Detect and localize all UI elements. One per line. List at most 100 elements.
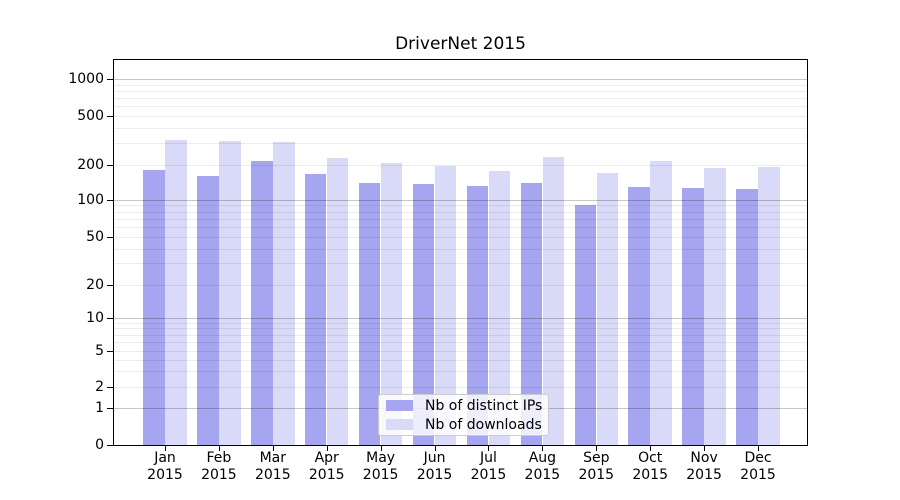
gridline-minor-900: [114, 84, 807, 86]
x-tick-label-oct: Oct 2015: [618, 450, 682, 484]
legend-label-downloads: Nb of downloads: [425, 416, 542, 433]
bar-downloads-dec: [758, 167, 780, 445]
x-tick-mar: [272, 446, 274, 451]
legend-swatch-downloads: [386, 419, 413, 430]
x-tick-label-nov: Nov 2015: [672, 450, 736, 484]
y-tick-label-0: 0: [95, 436, 104, 453]
x-tick-year-dec: 2015: [740, 467, 776, 483]
x-tick-label-apr: Apr 2015: [295, 450, 359, 484]
x-tick-year-jun: 2015: [416, 467, 453, 483]
x-tick-month-feb: Feb: [206, 450, 232, 466]
x-tick-month-aug: Aug: [528, 450, 557, 466]
x-tick-month-jul: Jul: [480, 450, 497, 466]
bar-ips-apr: [304, 174, 327, 445]
x-tick-month-jan: Jan: [154, 450, 176, 466]
gridline-minor-400: [114, 127, 807, 129]
x-tick-year-jul: 2015: [470, 467, 507, 483]
gridline-minor-700: [114, 98, 807, 100]
bar-ips-jun: [412, 183, 435, 445]
x-tick-year-jan: 2015: [147, 467, 183, 483]
x-tick-label-feb: Feb 2015: [187, 450, 251, 484]
bar-downloads-feb: [219, 141, 241, 445]
bar-ips-sep: [574, 205, 597, 445]
x-tick-jan: [165, 446, 166, 451]
y-tick-label-1000: 1000: [68, 71, 104, 87]
legend-swatch-distinct-ips: [386, 400, 413, 411]
y-tick-100: [107, 199, 113, 201]
x-tick-nov: [704, 446, 706, 451]
x-tick-year-mar: 2015: [254, 467, 291, 483]
x-tick-label-sep: Sep 2015: [564, 450, 628, 484]
bar-downloads-may: [380, 163, 403, 445]
plot-area: [113, 59, 808, 446]
x-tick-month-oct: Oct: [638, 450, 663, 466]
gridline-minor-800: [114, 90, 807, 92]
x-tick-label-dec: Dec 2015: [726, 450, 790, 484]
x-tick-year-feb: 2015: [201, 467, 237, 483]
x-tick-jun: [434, 446, 436, 451]
y-tick-label-200: 200: [77, 156, 104, 173]
x-tick-label-mar: Mar 2015: [241, 450, 305, 484]
x-tick-year-sep: 2015: [578, 467, 615, 483]
x-tick-year-aug: 2015: [524, 467, 561, 483]
legend-item-distinct-ips: Nb of distinct IPs: [386, 398, 542, 414]
x-tick-jul: [488, 446, 490, 451]
x-tick-month-dec: Dec: [744, 450, 772, 466]
y-tick-10: [107, 317, 113, 319]
x-tick-label-aug: Aug 2015: [510, 450, 574, 484]
gridline-minor-500: [114, 116, 807, 117]
x-tick-month-may: May: [366, 450, 396, 466]
bar-downloads-jun: [434, 165, 457, 445]
x-tick-may: [380, 446, 382, 451]
x-tick-year-may: 2015: [362, 467, 399, 483]
y-tick-2: [107, 387, 113, 388]
x-tick-year-nov: 2015: [686, 467, 722, 483]
y-tick-label-100: 100: [77, 191, 104, 208]
x-tick-month-sep: Sep: [583, 450, 610, 466]
x-tick-month-jun: Jun: [423, 450, 446, 466]
bar-downloads-mar: [273, 142, 295, 445]
gridline-major-1000: [114, 79, 807, 80]
gridline-minor-300: [114, 143, 807, 145]
x-tick-year-apr: 2015: [308, 467, 345, 483]
x-tick-sep: [596, 446, 598, 451]
y-tick-1000: [107, 79, 113, 80]
gridline-minor-600: [114, 106, 807, 108]
x-tick-label-may: May 2015: [349, 450, 413, 484]
bar-ips-jan: [143, 169, 165, 445]
y-tick-500: [107, 116, 113, 117]
y-tick-50: [107, 237, 113, 238]
bar-ips-feb: [197, 175, 219, 445]
bar-downloads-jul: [488, 171, 511, 445]
legend: Nb of distinct IPs Nb of downloads: [378, 394, 549, 436]
y-tick-label-5: 5: [95, 343, 104, 359]
x-tick-year-oct: 2015: [632, 467, 668, 483]
bar-ips-oct: [628, 187, 650, 445]
bar-downloads-sep: [596, 172, 619, 445]
x-tick-label-jan: Jan 2015: [133, 450, 197, 484]
y-tick-5: [107, 351, 113, 352]
x-tick-dec: [757, 446, 759, 451]
x-tick-month-nov: Nov: [690, 450, 718, 466]
y-tick-label-1: 1: [95, 400, 104, 416]
x-tick-month-apr: Apr: [314, 450, 339, 466]
y-tick-1: [107, 408, 113, 409]
y-tick-label-10: 10: [86, 309, 104, 326]
y-tick-20: [107, 284, 113, 286]
y-tick-label-20: 20: [86, 276, 104, 293]
x-tick-feb: [218, 446, 220, 451]
chart-title: DriverNet 2015: [395, 34, 526, 54]
x-tick-aug: [542, 446, 544, 451]
y-tick-0: [107, 444, 113, 446]
x-tick-month-mar: Mar: [259, 450, 287, 466]
bar-ips-dec: [736, 189, 758, 445]
bar-ips-may: [358, 182, 381, 445]
y-tick-label-50: 50: [86, 229, 104, 245]
legend-item-downloads: Nb of downloads: [386, 417, 542, 433]
bar-downloads-nov: [704, 168, 726, 445]
bar-ips-aug: [520, 182, 543, 445]
y-tick-label-500: 500: [77, 108, 104, 124]
y-tick-label-2: 2: [95, 379, 104, 395]
x-tick-oct: [650, 446, 652, 451]
